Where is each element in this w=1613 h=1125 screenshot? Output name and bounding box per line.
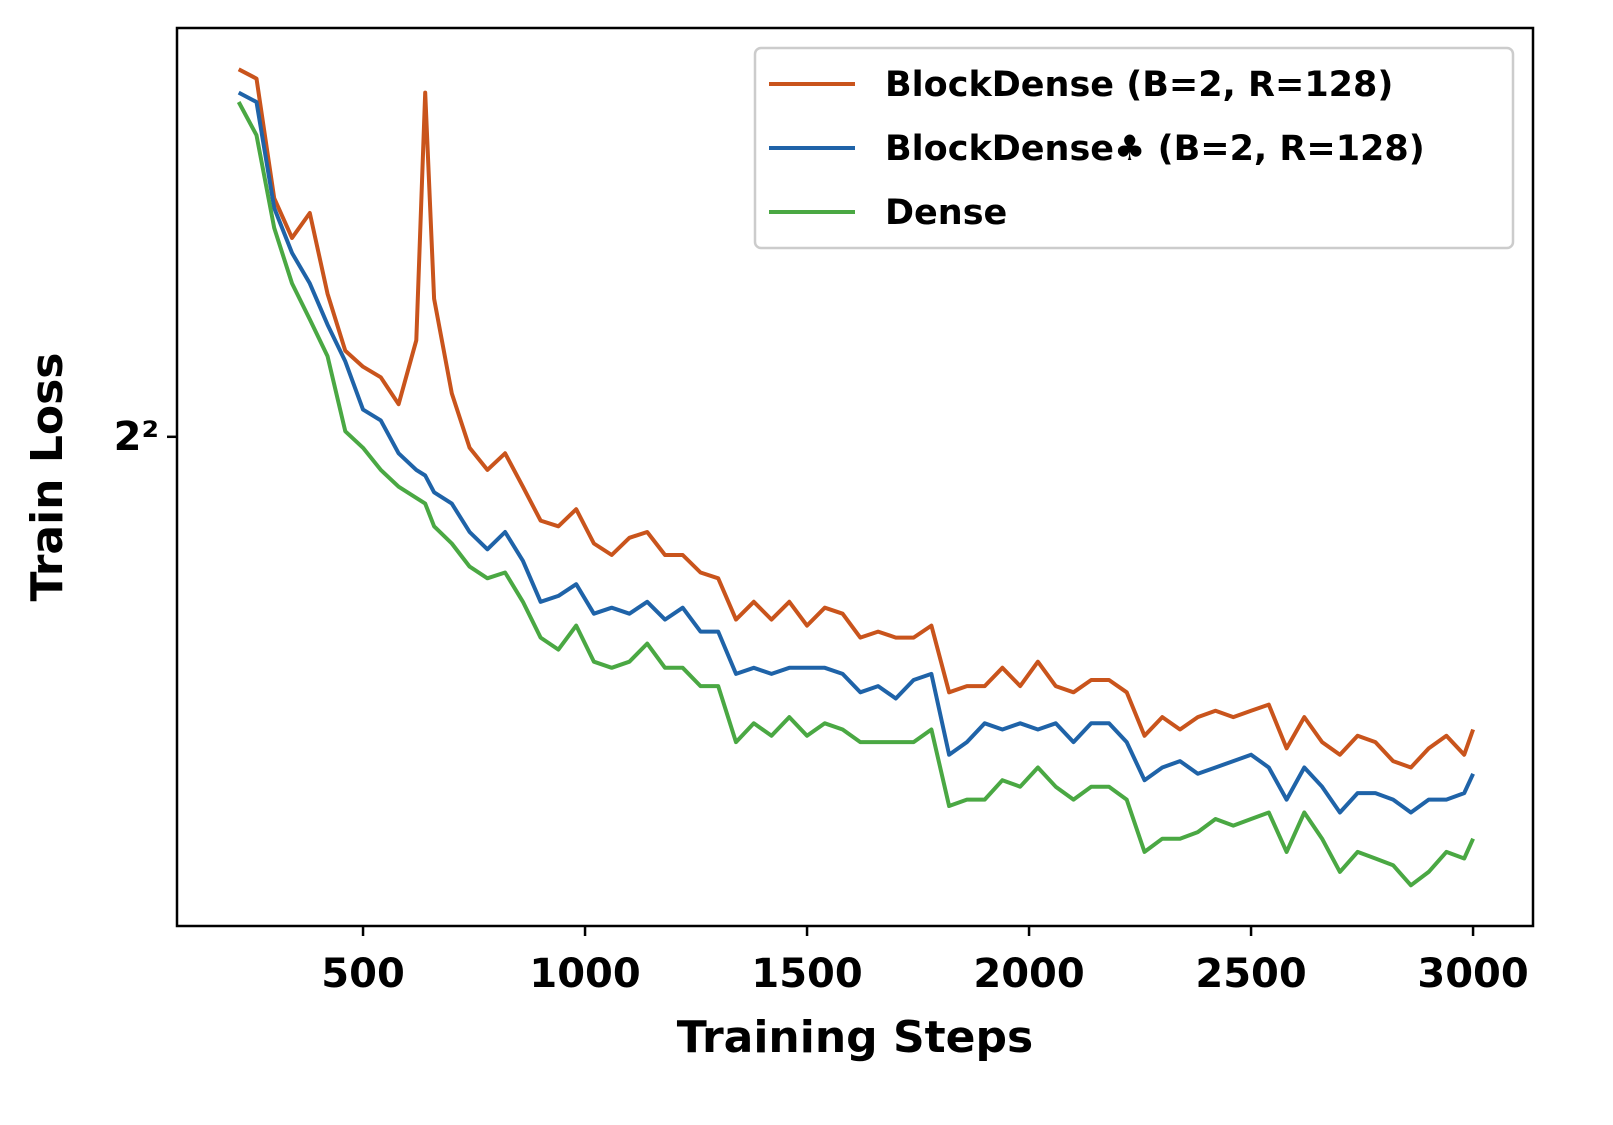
legend-box (753, 46, 1515, 250)
x-tick-label: 3000 (1417, 951, 1528, 997)
y-axis-label: Train Loss (22, 353, 73, 602)
x-tick-label: 500 (321, 951, 405, 997)
y-tick-label: 2² (114, 414, 159, 460)
x-tick-label: 2000 (973, 951, 1084, 997)
x-tick-label: 2500 (1195, 951, 1306, 997)
x-tick-label: 1000 (529, 951, 640, 997)
series-line (237, 67, 1475, 770)
x-tick-label: 1500 (751, 951, 862, 997)
legend-label: Dense (885, 193, 1007, 233)
legend-label: BlockDense♣ (B=2, R=128) (885, 129, 1425, 169)
series-line (236, 101, 1475, 888)
series-line (237, 90, 1475, 815)
plot-frame (175, 26, 1535, 928)
x-axis-label: Training Steps (677, 1012, 1033, 1063)
legend-label: BlockDense (B=2, R=128) (885, 65, 1393, 105)
